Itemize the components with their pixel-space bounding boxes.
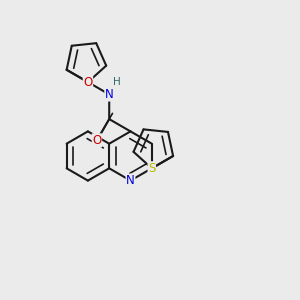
- Text: O: O: [83, 76, 93, 88]
- Text: H: H: [113, 76, 121, 87]
- Text: N: N: [105, 88, 114, 101]
- Text: O: O: [92, 134, 101, 147]
- Text: N: N: [126, 174, 135, 187]
- Text: S: S: [148, 162, 155, 175]
